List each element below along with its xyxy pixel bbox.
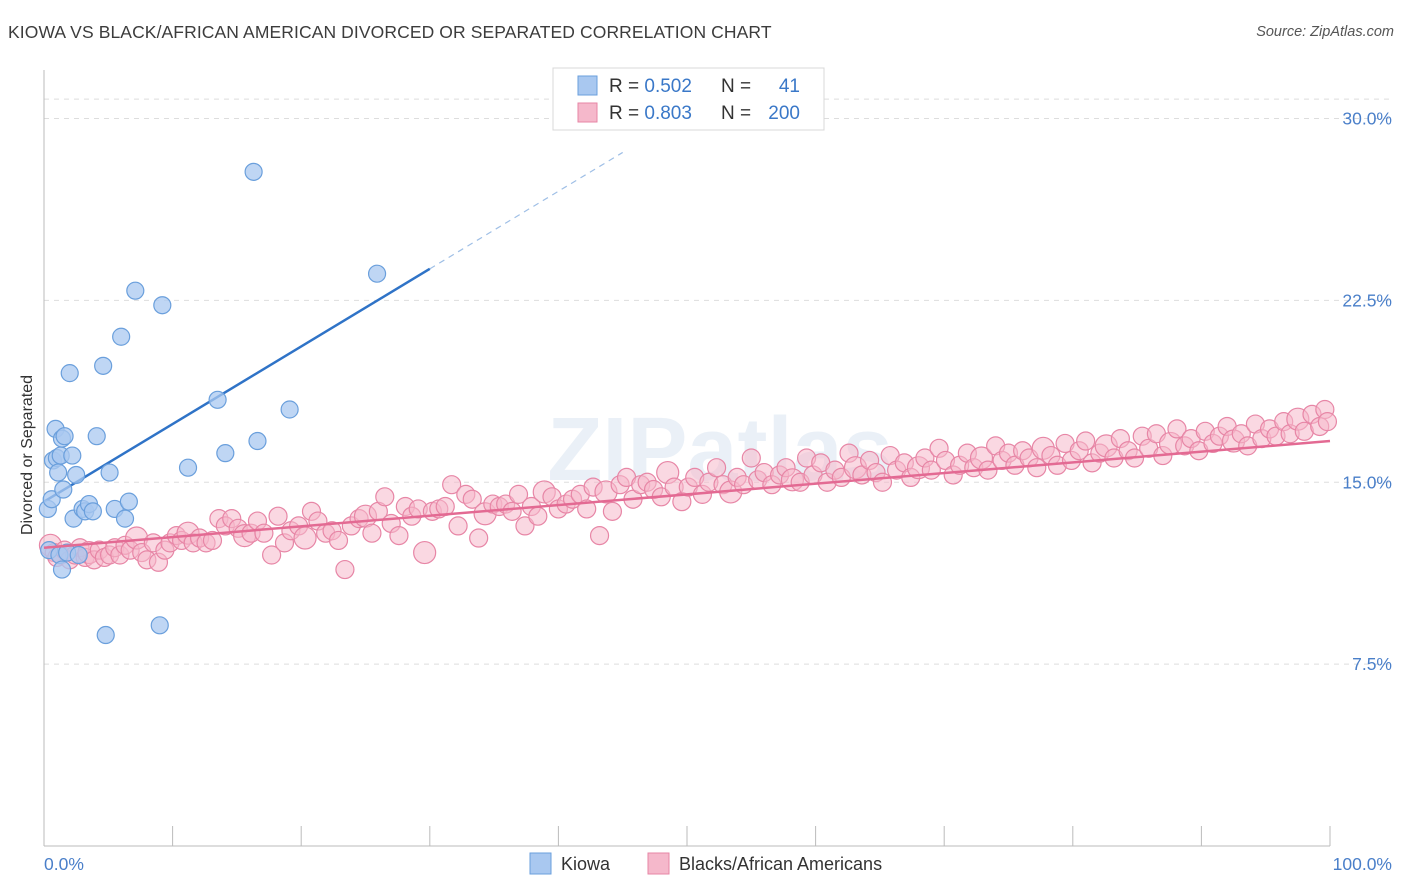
point-kiowa-36: [216, 444, 235, 463]
point-black-152: [1027, 458, 1047, 478]
svg-text:R = 0.803: R = 0.803: [609, 103, 692, 124]
point-black-130: [872, 472, 893, 492]
trendline-kiowa-solid: [43, 267, 431, 503]
legend-swatch-kiowa: [577, 75, 598, 96]
point-kiowa-34: [178, 458, 198, 477]
point-kiowa-14: [60, 364, 79, 383]
gridlines: [44, 98, 1392, 665]
point-black-80: [528, 506, 548, 526]
point-kiowa-2: [42, 490, 61, 509]
source-label: Source: ZipAtlas.com: [1256, 24, 1394, 40]
point-black-78: [515, 516, 535, 536]
bottom-legend-black: Blacks/African Americans: [679, 854, 882, 874]
tick-labels: 7.5% 15.0% 22.5% 30.0% 0.0% 100.0%: [44, 109, 1392, 875]
point-black-51: [335, 559, 355, 580]
legend-black-n-label: N =: [721, 103, 751, 124]
bottom-legend-swatch-black: [647, 852, 670, 875]
legend-kiowa-n-value: 41: [779, 76, 800, 97]
y-axis-label: Divorced or Separated: [19, 375, 36, 535]
points-kiowa: [38, 162, 387, 645]
point-black-172: [1167, 419, 1187, 439]
point-black-70: [462, 489, 482, 509]
point-black-76: [502, 501, 522, 521]
legend: R = 0.502 N = 41 R = 0.803 N = 200: [552, 67, 825, 131]
point-black-50: [328, 530, 349, 551]
point-kiowa-37: [244, 162, 263, 181]
point-kiowa-18: [69, 545, 88, 565]
point-kiowa-23: [87, 427, 106, 446]
point-kiowa-17: [67, 465, 86, 485]
point-black-77: [508, 484, 529, 504]
bottom-legend-swatch-kiowa: [529, 852, 552, 875]
point-black-40: [262, 545, 282, 565]
bottom-legend: Kiowa Blacks/African Americans: [529, 852, 882, 875]
svg-text:R = 0.502: R = 0.502: [609, 76, 692, 97]
point-black-31: [202, 530, 223, 551]
trendline-black: [43, 439, 1331, 549]
chart-title: KIOWA VS BLACK/AFRICAN AMERICAN DIVORCED…: [8, 22, 772, 42]
point-black-39: [254, 523, 274, 543]
x-tick-label-1: 100.0%: [1333, 854, 1392, 874]
point-black-68: [448, 516, 468, 536]
point-black-106: [706, 458, 727, 478]
point-kiowa-6: [49, 463, 68, 482]
legend-kiowa-r-value: 0.502: [644, 76, 692, 97]
point-black-67: [442, 475, 462, 495]
point-kiowa-15: [63, 446, 82, 465]
point-black-87: [577, 499, 597, 519]
y-tick-label-1: 15.0%: [1342, 472, 1392, 492]
point-black-57: [375, 487, 395, 507]
y-tick-label-0: 7.5%: [1352, 654, 1392, 674]
point-kiowa-26: [100, 463, 119, 482]
point-kiowa-40: [367, 264, 387, 283]
point-kiowa-24: [94, 356, 113, 375]
point-black-159: [1076, 431, 1096, 451]
point-black-63: [413, 540, 437, 565]
y-tick-label-2: 22.5%: [1342, 290, 1392, 310]
point-kiowa-11: [55, 427, 74, 446]
point-kiowa-22: [83, 502, 102, 521]
point-black-45: [293, 526, 317, 550]
trendline-kiowa: [43, 151, 624, 503]
point-kiowa-38: [248, 431, 267, 451]
legend-kiowa-n-label: N =: [721, 76, 751, 97]
point-black-59: [389, 525, 409, 546]
point-kiowa-35: [208, 390, 227, 409]
point-kiowa-10: [54, 480, 73, 499]
point-black-41: [268, 506, 288, 526]
point-kiowa-30: [119, 492, 138, 511]
point-black-91: [602, 501, 623, 521]
legend-black-n-value: 200: [768, 103, 800, 124]
legend-kiowa-r-label: R =: [609, 76, 644, 97]
x-tick-label-0: 0.0%: [44, 854, 84, 874]
trendline-kiowa-extension: [429, 151, 624, 270]
legend-black-r-value: 0.803: [644, 103, 692, 124]
point-black-111: [741, 448, 761, 468]
point-black-194: [1317, 412, 1338, 432]
point-kiowa-31: [126, 281, 145, 300]
point-kiowa-13: [52, 560, 72, 579]
bottom-legend-kiowa: Kiowa: [561, 854, 611, 874]
point-kiowa-25: [96, 625, 115, 645]
legend-black-r-label: R =: [609, 103, 644, 124]
point-kiowa-29: [115, 509, 135, 528]
point-black-71: [469, 528, 489, 548]
point-kiowa-33: [153, 296, 172, 315]
axes: [43, 70, 1331, 847]
point-kiowa-32: [150, 616, 169, 635]
point-kiowa-39: [280, 400, 299, 419]
point-kiowa-28: [112, 327, 131, 346]
y-tick-label-3: 30.0%: [1342, 109, 1392, 129]
point-black-55: [362, 523, 382, 543]
trendline-black-line: [43, 439, 1331, 549]
point-black-89: [589, 525, 610, 546]
legend-swatch-black: [577, 102, 598, 123]
